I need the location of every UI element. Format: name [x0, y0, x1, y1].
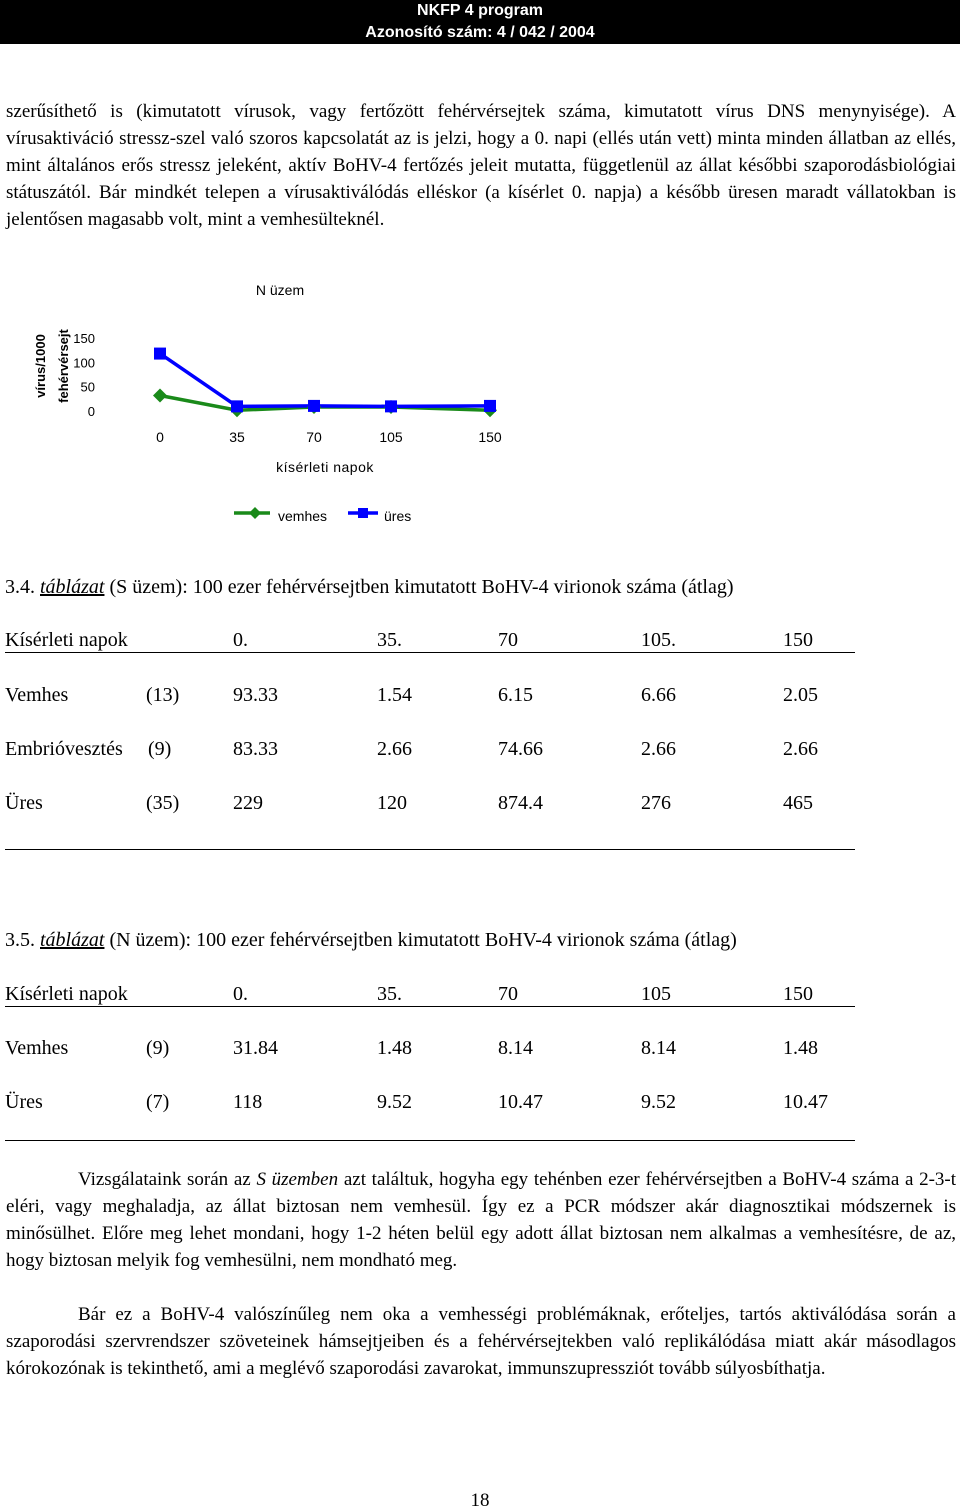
line-chart: N üzem vírus/1000 fehérvérsejt 150 100 50 0… — [33, 282, 502, 524]
data-point-üres — [231, 400, 243, 413]
table5-caption: 3.5. táblázat (N üzem): 100 ezer fehérvé… — [5, 929, 737, 951]
data-point-üres — [484, 399, 496, 412]
table-cell: 1.48 — [377, 1037, 412, 1059]
table-header-cell: 35. — [377, 983, 402, 1005]
table-cell: 8.14 — [498, 1037, 533, 1059]
table-cell: 8.14 — [641, 1037, 676, 1059]
table-header-label: Kísérleti napok — [5, 629, 128, 651]
table-cell: 229 — [233, 792, 263, 814]
table-cell: 6.15 — [498, 684, 533, 706]
legend-marker-vemhes — [249, 507, 261, 519]
y-tick-label: 50 — [81, 380, 95, 395]
table-cell: 6.66 — [641, 684, 676, 706]
table-cell: 93.33 — [233, 684, 278, 706]
table-cell: 120 — [377, 792, 407, 814]
table-header-cell: 0. — [233, 629, 248, 651]
table-row-name: Vemhes — [5, 1037, 69, 1059]
x-tick-label: 70 — [306, 429, 322, 445]
table-header-rule — [5, 1006, 855, 1007]
table-cell: 83.33 — [233, 738, 278, 760]
table-row-name: Üres — [5, 792, 43, 814]
chart-ylabel-1: vírus/1000 — [33, 334, 48, 398]
table-cell: 276 — [641, 792, 671, 814]
table-cell: 9.52 — [641, 1091, 676, 1113]
paragraph-conclusion: Bár ez a BoHV-4 valószínűleg nem oka a v… — [6, 1304, 956, 1379]
x-tick-label: 0 — [156, 429, 164, 445]
paragraph-intro: szerűsíthető is (kimutatott vírusok, vag… — [6, 101, 956, 230]
y-tick-label: 100 — [73, 355, 95, 370]
header-id: Azonosító szám: 4 / 042 / 2004 — [0, 22, 960, 44]
data-point-vemhes — [153, 388, 167, 403]
table-cell: 31.84 — [233, 1037, 278, 1059]
table-cell: 1.54 — [377, 684, 412, 706]
table-header-cell: 150 — [783, 629, 813, 651]
table-bottom-rule — [5, 1140, 855, 1141]
table-cell: 2.66 — [377, 738, 412, 760]
table-header-rule — [5, 652, 855, 653]
legend-label-üres: üres — [384, 508, 411, 524]
table-header-label: Kísérleti napok — [5, 983, 128, 1005]
table-header-cell: 35. — [377, 629, 402, 651]
chart-xlabel: kísérleti napok — [276, 459, 374, 475]
table-cell: 9.52 — [377, 1091, 412, 1113]
y-tick-label: 0 — [88, 404, 95, 419]
legend-marker-üres — [358, 508, 368, 518]
series-line-üres — [159, 352, 491, 409]
table-header-cell: 105. — [641, 629, 676, 651]
x-tick-label: 150 — [478, 429, 502, 445]
table-cell: 10.47 — [498, 1091, 543, 1113]
table-row-count: (9) — [148, 738, 172, 760]
paragraph-s-uzem: Vizsgálataink során az S üzemben azt tal… — [6, 1169, 957, 1271]
table-cell: 118 — [233, 1091, 263, 1113]
chart-ylabel-2: fehérvérsejt — [56, 328, 71, 402]
table-header-cell: 70 — [498, 983, 518, 1005]
table-header-cell: 70 — [498, 629, 518, 651]
table-row-count: (13) — [146, 684, 180, 706]
table-cell: 465 — [783, 792, 813, 814]
header-program: NKFP 4 program — [0, 0, 960, 22]
series-line-vemhes — [159, 393, 491, 413]
table-cell: 10.47 — [783, 1091, 828, 1113]
data-point-üres — [385, 400, 397, 413]
table4-caption: 3.4. táblázat (S üzem): 100 ezer fehérvé… — [5, 576, 734, 598]
legend-label-vemhes: vemhes — [278, 508, 327, 524]
table-bottom-rule — [5, 849, 855, 850]
table-cell: 2.66 — [783, 738, 818, 760]
page-number: 18 — [470, 1490, 490, 1511]
table-cell: 2.05 — [783, 684, 818, 706]
table-cell: 74.66 — [498, 738, 543, 760]
table-row-name: Embrióvesztés — [5, 738, 123, 760]
data-point-üres — [308, 399, 320, 412]
x-tick-label: 105 — [379, 429, 403, 445]
table-row-name: Üres — [5, 1091, 43, 1113]
data-point-üres — [154, 347, 166, 360]
table-row-count: (7) — [146, 1091, 170, 1113]
chart-title: N üzem — [256, 282, 304, 298]
x-tick-label: 35 — [229, 429, 245, 445]
table-row-name: Vemhes — [5, 684, 69, 706]
table-header-cell: 0. — [233, 983, 248, 1005]
table-cell: 874.4 — [498, 792, 543, 814]
table-header-cell: 150 — [783, 983, 813, 1005]
table-row-count: (9) — [146, 1037, 170, 1059]
y-tick-label: 150 — [73, 331, 95, 346]
table-header-cell: 105 — [641, 983, 671, 1005]
table-row-count: (35) — [146, 792, 180, 814]
table-cell: 1.48 — [783, 1037, 818, 1059]
table-cell: 2.66 — [641, 738, 676, 760]
